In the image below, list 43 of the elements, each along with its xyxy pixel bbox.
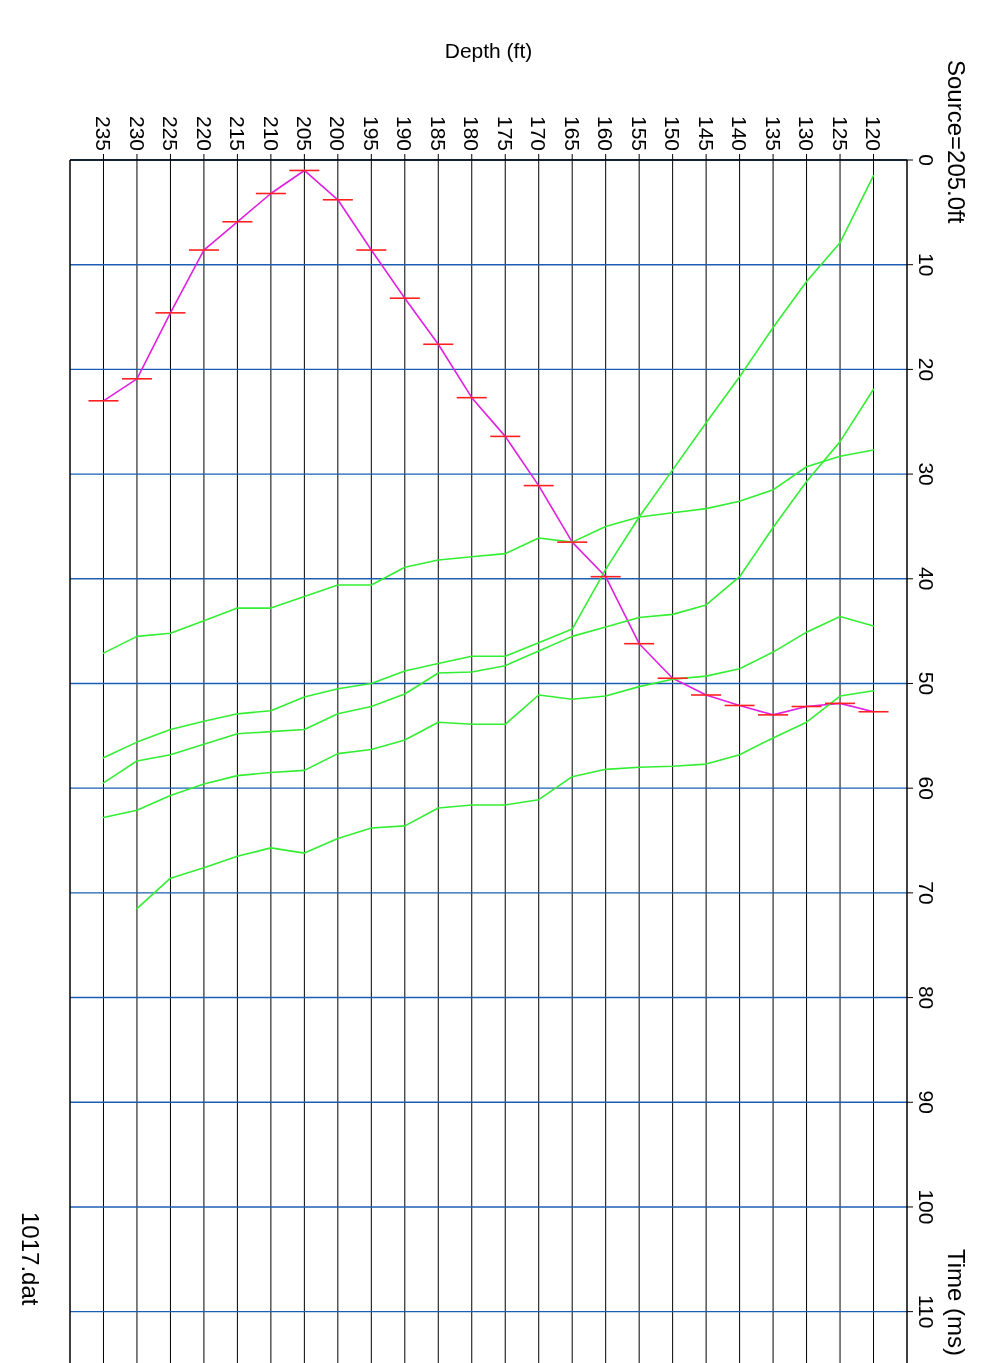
x-tick-label: 120 — [862, 115, 886, 151]
x-tick-label: 230 — [125, 115, 149, 151]
y-tick-label: 110 — [915, 1294, 938, 1329]
y-tick-label: 100 — [915, 1189, 938, 1225]
y-tick-label: 30 — [915, 462, 938, 486]
x-tick-label: 220 — [192, 115, 216, 151]
y-axis-title: Time (ms) — [943, 1248, 970, 1356]
text: 1017.dat — [17, 1212, 44, 1306]
x-tick-label: 225 — [159, 115, 183, 151]
x-tick-label: 235 — [92, 115, 116, 151]
x-tick-label: 185 — [426, 115, 450, 151]
y-tick-label: 80 — [915, 985, 938, 1010]
x-axis-title: Depth (ft) — [444, 39, 533, 62]
x-tick-label: 165 — [560, 115, 584, 151]
y-tick-label: 20 — [915, 357, 938, 382]
x-tick-label: 145 — [694, 115, 718, 151]
line-series — [102, 388, 875, 784]
line-series — [102, 615, 875, 819]
x-tick-label: 130 — [795, 115, 819, 151]
x-tick-label: 200 — [326, 115, 350, 151]
line-series — [136, 690, 875, 910]
x-tick-label: 210 — [259, 115, 283, 151]
x-tick-label: 215 — [226, 115, 250, 151]
y-tick-label: 70 — [915, 881, 938, 905]
y-tick-label: 50 — [915, 671, 938, 696]
x-tick-label: 175 — [493, 115, 517, 151]
x-tick-label: 150 — [661, 115, 685, 151]
x-tick-label: 195 — [359, 115, 383, 151]
x-tick-label: 180 — [460, 115, 484, 151]
y-tick-label: 0 — [915, 154, 938, 166]
text: Source=205.0ft — [943, 60, 970, 224]
x-tick-label: 125 — [828, 115, 852, 151]
x-tick-label: 135 — [761, 115, 785, 151]
y-tick-label: 40 — [915, 567, 938, 591]
y-tick-label: 90 — [915, 1090, 938, 1114]
x-tick-label: 205 — [293, 115, 317, 151]
x-tick-label: 160 — [594, 115, 618, 151]
x-tick-label: 140 — [728, 115, 752, 151]
y-tick-label: 10 — [915, 253, 938, 277]
x-tick-label: 155 — [627, 115, 651, 151]
x-tick-label: 190 — [393, 115, 417, 151]
y-tick-label: 60 — [915, 776, 938, 800]
x-tick-label: 170 — [527, 115, 551, 151]
